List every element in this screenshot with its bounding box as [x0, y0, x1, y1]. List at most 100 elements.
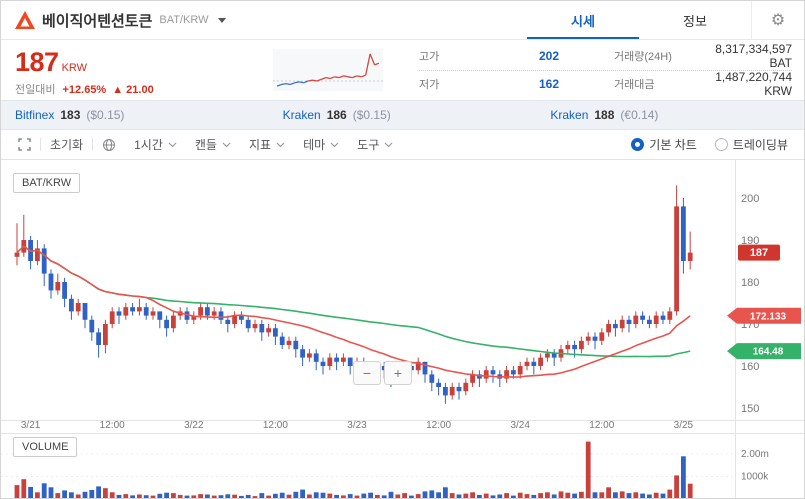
svg-text:12:00: 12:00 [263, 420, 288, 431]
reset-button[interactable]: 초기화 [50, 138, 84, 152]
svg-text:3/21: 3/21 [21, 420, 41, 431]
interval-dropdown[interactable]: 1시간 [125, 130, 186, 159]
timezone-button[interactable] [93, 130, 125, 159]
chevron-down-icon [168, 142, 177, 147]
coin-selector[interactable]: 베이직어텐션토큰 BAT/KRW [1, 1, 527, 39]
chevron-down-icon [276, 142, 285, 147]
volume24-label: 거래량(24H) [614, 51, 672, 63]
svg-text:200: 200 [741, 193, 759, 205]
exchange-link[interactable]: Bitfinex [15, 108, 55, 122]
svg-text:1000k: 1000k [741, 472, 769, 483]
change-amount: ▲ 21.00 [112, 84, 154, 96]
tab-info[interactable]: 정보 [683, 13, 707, 29]
ma-short-line [16, 245, 691, 378]
low-value: 162 [538, 77, 559, 91]
zoom-controls: − + [353, 361, 412, 385]
currency-unit: KRW [61, 62, 88, 74]
high-label: 고가 [419, 51, 440, 63]
candlestick-series [14, 185, 693, 404]
svg-text:190: 190 [741, 235, 759, 247]
chevron-down-icon [222, 142, 231, 147]
zoom-out-button[interactable]: − [353, 361, 381, 385]
current-price: 187 [15, 47, 59, 77]
change-label: 전일대비 [15, 84, 56, 96]
svg-text:150: 150 [741, 403, 759, 415]
gear-icon: ⚙ [770, 12, 786, 29]
divider [92, 138, 94, 151]
stats-row-low: 저가 162 거래대금 1,487,220,744 KRW [419, 70, 792, 98]
settings-button[interactable]: ⚙ [751, 1, 804, 39]
time-axis: 3/21 12:00 3/22 12:00 3/23 12:00 3/24 12:00 3/25 [21, 420, 694, 431]
tools-label: 도구 [357, 138, 380, 152]
svg-text:164.48: 164.48 [753, 347, 784, 358]
volume-axis: 2.00m 1000k [741, 449, 769, 483]
expand-icon [18, 138, 31, 151]
chart-toolbar: 초기화 1시간 캔들 지표 테마 도구 [1, 130, 804, 160]
exchange-item: Kraken 188 (€0.14) [536, 108, 804, 122]
svg-text:12:00: 12:00 [426, 420, 451, 431]
exchange-usd-price: ($0.15) [86, 108, 125, 122]
zoom-in-button[interactable]: + [384, 361, 412, 385]
chart-mode-switch: 기본 차트 트레이딩뷰 [631, 136, 796, 153]
svg-text:3/25: 3/25 [674, 420, 694, 431]
theme-label: 테마 [303, 138, 326, 152]
radio-off-icon [714, 138, 728, 151]
exchange-link[interactable]: Kraken [282, 108, 321, 122]
exchange-price: 188 [594, 108, 615, 122]
chevron-down-icon [217, 17, 226, 23]
theme-dropdown[interactable]: 테마 [294, 130, 348, 159]
divider [40, 138, 41, 151]
chart-symbol-chip: BAT/KRW [13, 173, 81, 193]
exchange-item: Kraken 186 ($0.15) [269, 108, 537, 122]
ma-long-badge: 164.48 [727, 343, 801, 360]
coin-name: 베이직어텐션토큰 [42, 12, 153, 30]
candle-type-dropdown[interactable]: 캔들 [186, 130, 240, 159]
svg-text:187: 187 [750, 247, 768, 259]
svg-text:3/23: 3/23 [347, 420, 367, 431]
chevron-down-icon [330, 142, 339, 147]
svg-text:180: 180 [741, 277, 759, 289]
svg-text:172.133: 172.133 [750, 311, 787, 322]
svg-text:3/24: 3/24 [510, 420, 530, 431]
fullscreen-button[interactable] [9, 130, 40, 159]
price-stats: 고가 202 거래량(24H) 8,317,334,597 BAT 저가 162… [419, 42, 792, 98]
tools-dropdown[interactable]: 도구 [348, 130, 402, 159]
price-block: 187 KRW 전일대비 +12.65% ▲ 21.00 [15, 47, 160, 97]
header: 베이직어텐션토큰 BAT/KRW 시세 정보 ⚙ [1, 1, 804, 40]
coin-logo-icon [15, 11, 35, 29]
exchange-price: 186 [326, 108, 347, 122]
amount-label: 거래대금 [614, 79, 655, 91]
stats-row-high: 고가 202 거래량(24H) 8,317,334,597 BAT [419, 42, 792, 71]
radio-basic-label: 기본 차트 [649, 138, 697, 152]
exchange-link[interactable]: Kraken [550, 108, 589, 122]
exchange-eur-price: (€0.14) [620, 108, 659, 122]
amount-value: 1,487,220,744 KRW [715, 70, 792, 98]
radio-tradingview[interactable]: 트레이딩뷰 [714, 136, 788, 153]
tab-price[interactable]: 시세 [527, 1, 639, 39]
chevron-down-icon [384, 142, 393, 147]
exchange-compare-bar: Bitfinex 183 ($0.15) Kraken 186 ($0.15) … [1, 100, 804, 130]
svg-text:12:00: 12:00 [589, 420, 614, 431]
interval-label: 1시간 [134, 138, 163, 152]
svg-text:2.00m: 2.00m [741, 449, 769, 460]
current-price-badge: 187 [738, 244, 780, 261]
radio-basic-chart[interactable]: 기본 차트 [631, 136, 697, 153]
high-value: 202 [538, 49, 559, 63]
change-percent: +12.65% [62, 84, 107, 96]
sparkline-chart [273, 49, 383, 91]
coin-pair: BAT/KRW [159, 14, 209, 26]
low-label: 저가 [419, 79, 440, 91]
radio-tradingview-label: 트레이딩뷰 [732, 138, 788, 152]
indicator-label: 지표 [248, 138, 272, 152]
price-panel: 187 KRW 전일대비 +12.65% ▲ 21.00 고가 202 거래량(24H… [1, 40, 804, 100]
exchange-usd-price: ($0.15) [352, 108, 391, 122]
ma-short-badge: 172.133 [727, 307, 801, 324]
exchange-item: Bitfinex 183 ($0.15) [1, 108, 269, 122]
radio-on-icon [631, 138, 645, 151]
svg-text:3/22: 3/22 [184, 420, 204, 431]
indicator-dropdown[interactable]: 지표 [240, 130, 294, 159]
chart-area: 200 190 180 170 160 150 2.00m 1000k 3/21 12:00 3/2… [1, 160, 805, 499]
